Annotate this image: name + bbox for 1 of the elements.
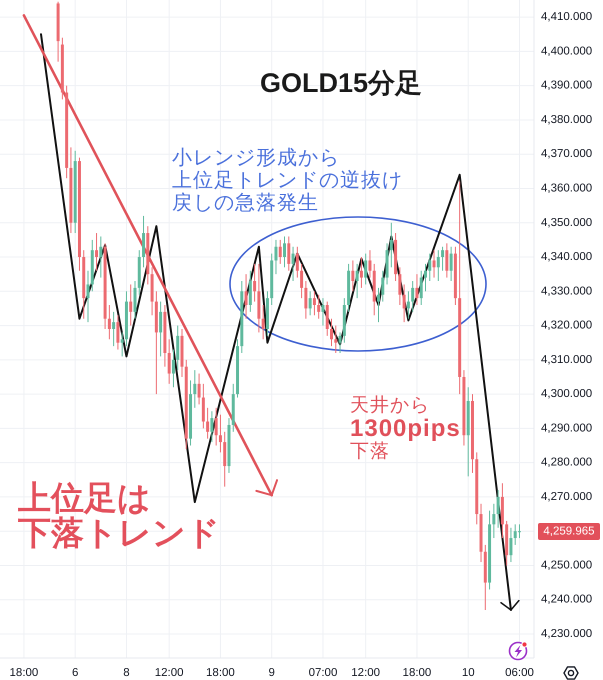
title: GOLD15分足 (260, 68, 422, 98)
